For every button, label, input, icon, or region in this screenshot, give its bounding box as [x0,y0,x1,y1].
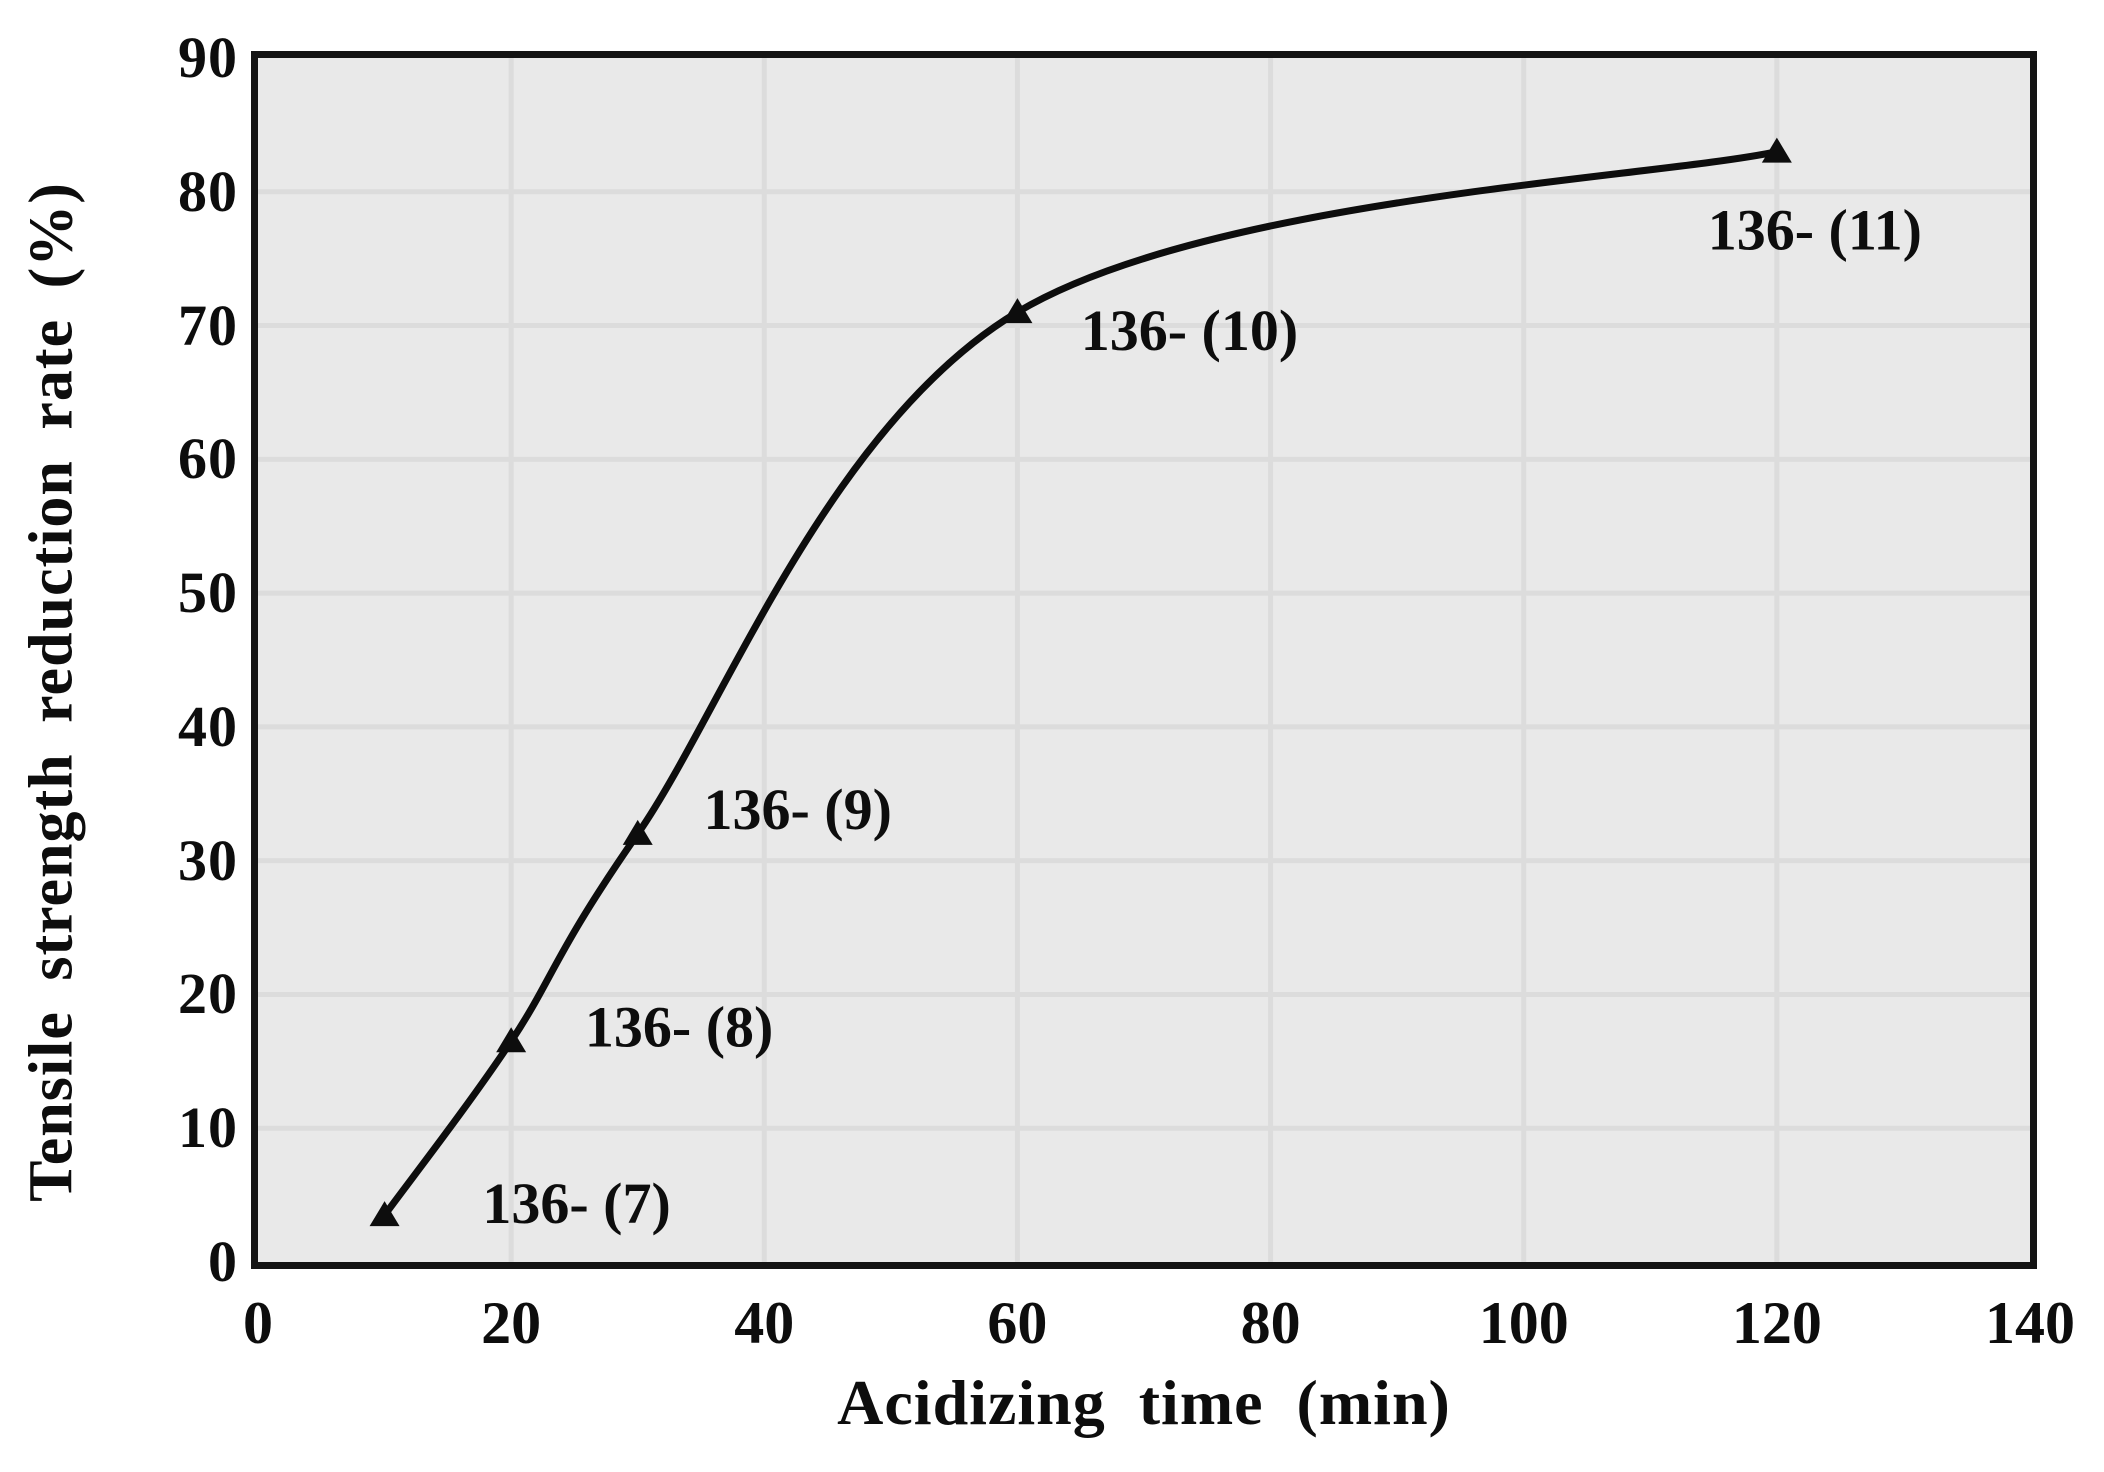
data-point-marker [369,1201,400,1227]
x-tick-label: 140 [1985,1290,2075,1356]
plot-area: 136- (7) 136- (8) 136- (9) 136- (10) 136- (1… [251,51,2037,1269]
x-tick-label: 80 [1240,1290,1301,1356]
y-tick-label: 90 [178,25,238,90]
data-point-label: 136- (11) [1708,198,1922,263]
data-point-label: 136- (9) [703,777,891,842]
x-axis-title: Acidizing time (min) [837,1367,1451,1438]
data-point-label: 136- (7) [482,1171,670,1236]
data-point-marker [1002,298,1033,324]
y-tick-label: 50 [178,560,238,626]
y-tick-label: 30 [178,827,238,893]
data-point-marker [622,819,653,845]
data-point-label: 136- (10) [1081,298,1298,363]
y-tick-label: 10 [178,1095,238,1161]
y-tick-label: 0 [208,1229,238,1294]
x-tick-label: 60 [987,1290,1048,1356]
plot-svg: 136- (7) 136- (8) 136- (9) 136- (10) 136- (1… [258,58,2030,1262]
data-point-marker [496,1027,527,1053]
y-tick-label: 60 [178,426,238,492]
x-tick-label: 120 [1731,1290,1822,1356]
y-tick-label: 70 [178,292,238,358]
y-tick-label: 20 [178,961,238,1027]
x-tick-label: 20 [481,1290,542,1356]
x-tick-label: 100 [1478,1290,1569,1356]
y-tick-label: 40 [178,693,238,759]
data-point-label: 136- (8) [585,994,773,1059]
x-tick-label: 40 [734,1290,795,1356]
x-tick-label: 0 [243,1290,273,1356]
data-point-marker [1761,137,1792,163]
y-tick-label: 80 [178,158,238,224]
